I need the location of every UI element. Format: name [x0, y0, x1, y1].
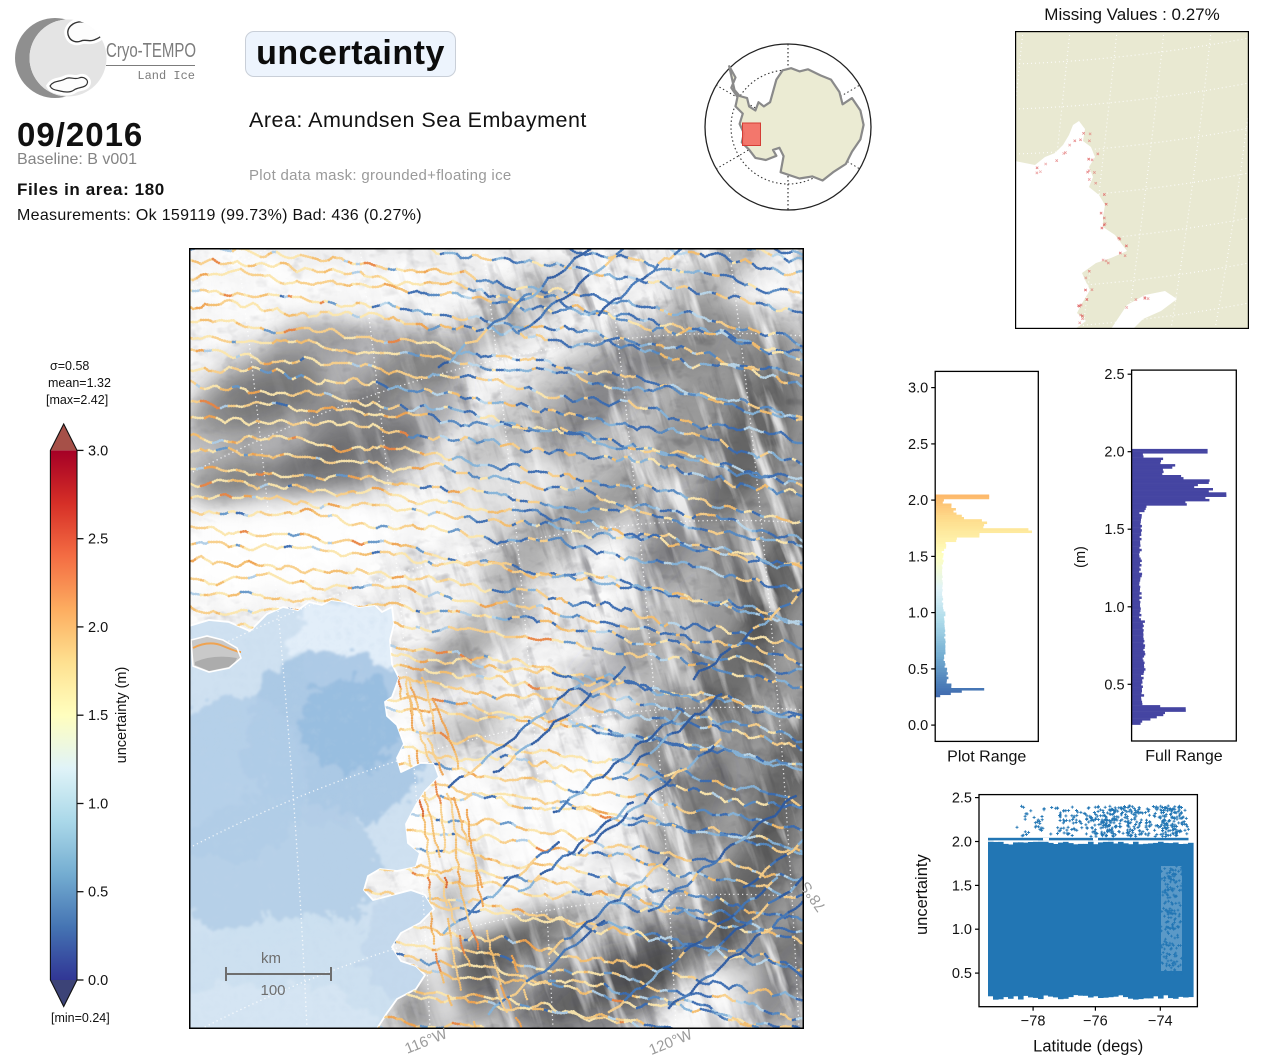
svg-text:2.0: 2.0 [88, 620, 108, 636]
svg-text:0.5: 0.5 [1104, 677, 1124, 693]
svg-text:2.0: 2.0 [1104, 445, 1124, 461]
svg-text:−74: −74 [1148, 1014, 1173, 1030]
svg-text:1.5: 1.5 [952, 878, 972, 894]
svg-text:(m): (m) [1073, 546, 1089, 568]
svg-text:100: 100 [260, 982, 285, 999]
svg-text:0.5: 0.5 [88, 885, 108, 901]
svg-text:Full Range: Full Range [1145, 748, 1222, 765]
svg-text:0.0: 0.0 [908, 718, 928, 734]
svg-text:1.0: 1.0 [952, 922, 972, 938]
svg-text:2.5: 2.5 [88, 532, 108, 548]
svg-text:mean=1.32: mean=1.32 [48, 376, 111, 390]
svg-text:1.0: 1.0 [908, 606, 928, 622]
svg-text:1.0: 1.0 [88, 797, 108, 813]
svg-text:2.0: 2.0 [952, 835, 972, 851]
svg-text:−78: −78 [1021, 1014, 1046, 1030]
svg-text:1.5: 1.5 [908, 549, 928, 565]
svg-text:1.5: 1.5 [1104, 522, 1124, 538]
svg-text:[max=2.42]: [max=2.42] [46, 393, 108, 407]
svg-text:σ=0.58: σ=0.58 [50, 359, 89, 373]
svg-text:1.0: 1.0 [1104, 600, 1124, 616]
svg-text:2.0: 2.0 [908, 493, 928, 509]
svg-text:3.0: 3.0 [88, 443, 108, 459]
svg-text:0.5: 0.5 [908, 662, 928, 678]
svg-text:1.5: 1.5 [88, 708, 108, 724]
svg-text:2.5: 2.5 [908, 437, 928, 453]
svg-text:0.0: 0.0 [88, 973, 108, 989]
svg-text:0.5: 0.5 [952, 966, 972, 982]
svg-text:3.0: 3.0 [908, 381, 928, 397]
svg-text:2.5: 2.5 [952, 791, 972, 807]
svg-text:−76: −76 [1083, 1014, 1108, 1030]
svg-text:uncertainty: uncertainty [913, 854, 931, 935]
svg-text:uncertainty (m): uncertainty (m) [114, 667, 130, 764]
svg-text:[min=0.24]: [min=0.24] [51, 1011, 110, 1025]
svg-text:km: km [261, 950, 281, 967]
svg-text:2.5: 2.5 [1104, 367, 1124, 383]
svg-text:Latitude (degs): Latitude (degs) [1033, 1038, 1143, 1056]
svg-text:Plot Range: Plot Range [947, 748, 1026, 765]
